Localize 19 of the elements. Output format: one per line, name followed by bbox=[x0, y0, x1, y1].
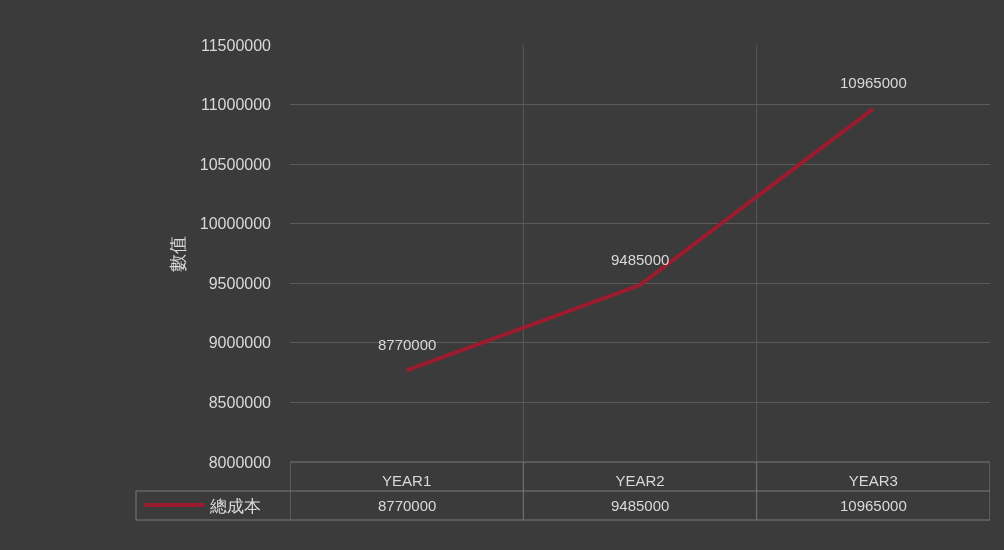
y-axis-title: 數值 bbox=[168, 235, 189, 272]
x-tick-label: YEAR1 bbox=[382, 472, 432, 489]
y-tick-label: 10000000 bbox=[199, 215, 272, 233]
y-tick-label: 11000000 bbox=[201, 96, 272, 114]
text: 9485000 bbox=[611, 497, 670, 514]
data-label: 8770000 bbox=[378, 336, 437, 353]
y-tick-label: 9500000 bbox=[208, 274, 272, 292]
y-tick-label: 11500000 bbox=[201, 36, 272, 54]
data-label: 9485000 bbox=[611, 251, 670, 268]
y-tick-label: 10500000 bbox=[199, 155, 272, 173]
y-tick-label: 8000000 bbox=[208, 453, 272, 471]
x-tick-label: YEAR2 bbox=[615, 472, 665, 489]
legend-label: 總成本 bbox=[208, 496, 261, 516]
data-label: 10965000 bbox=[840, 74, 907, 91]
text: 8770000 bbox=[378, 497, 437, 514]
y-tick-label: 9000000 bbox=[208, 334, 272, 352]
text: 10965000 bbox=[840, 497, 907, 514]
x-tick-label: YEAR3 bbox=[848, 472, 898, 489]
y-tick-label: 8500000 bbox=[208, 394, 272, 412]
